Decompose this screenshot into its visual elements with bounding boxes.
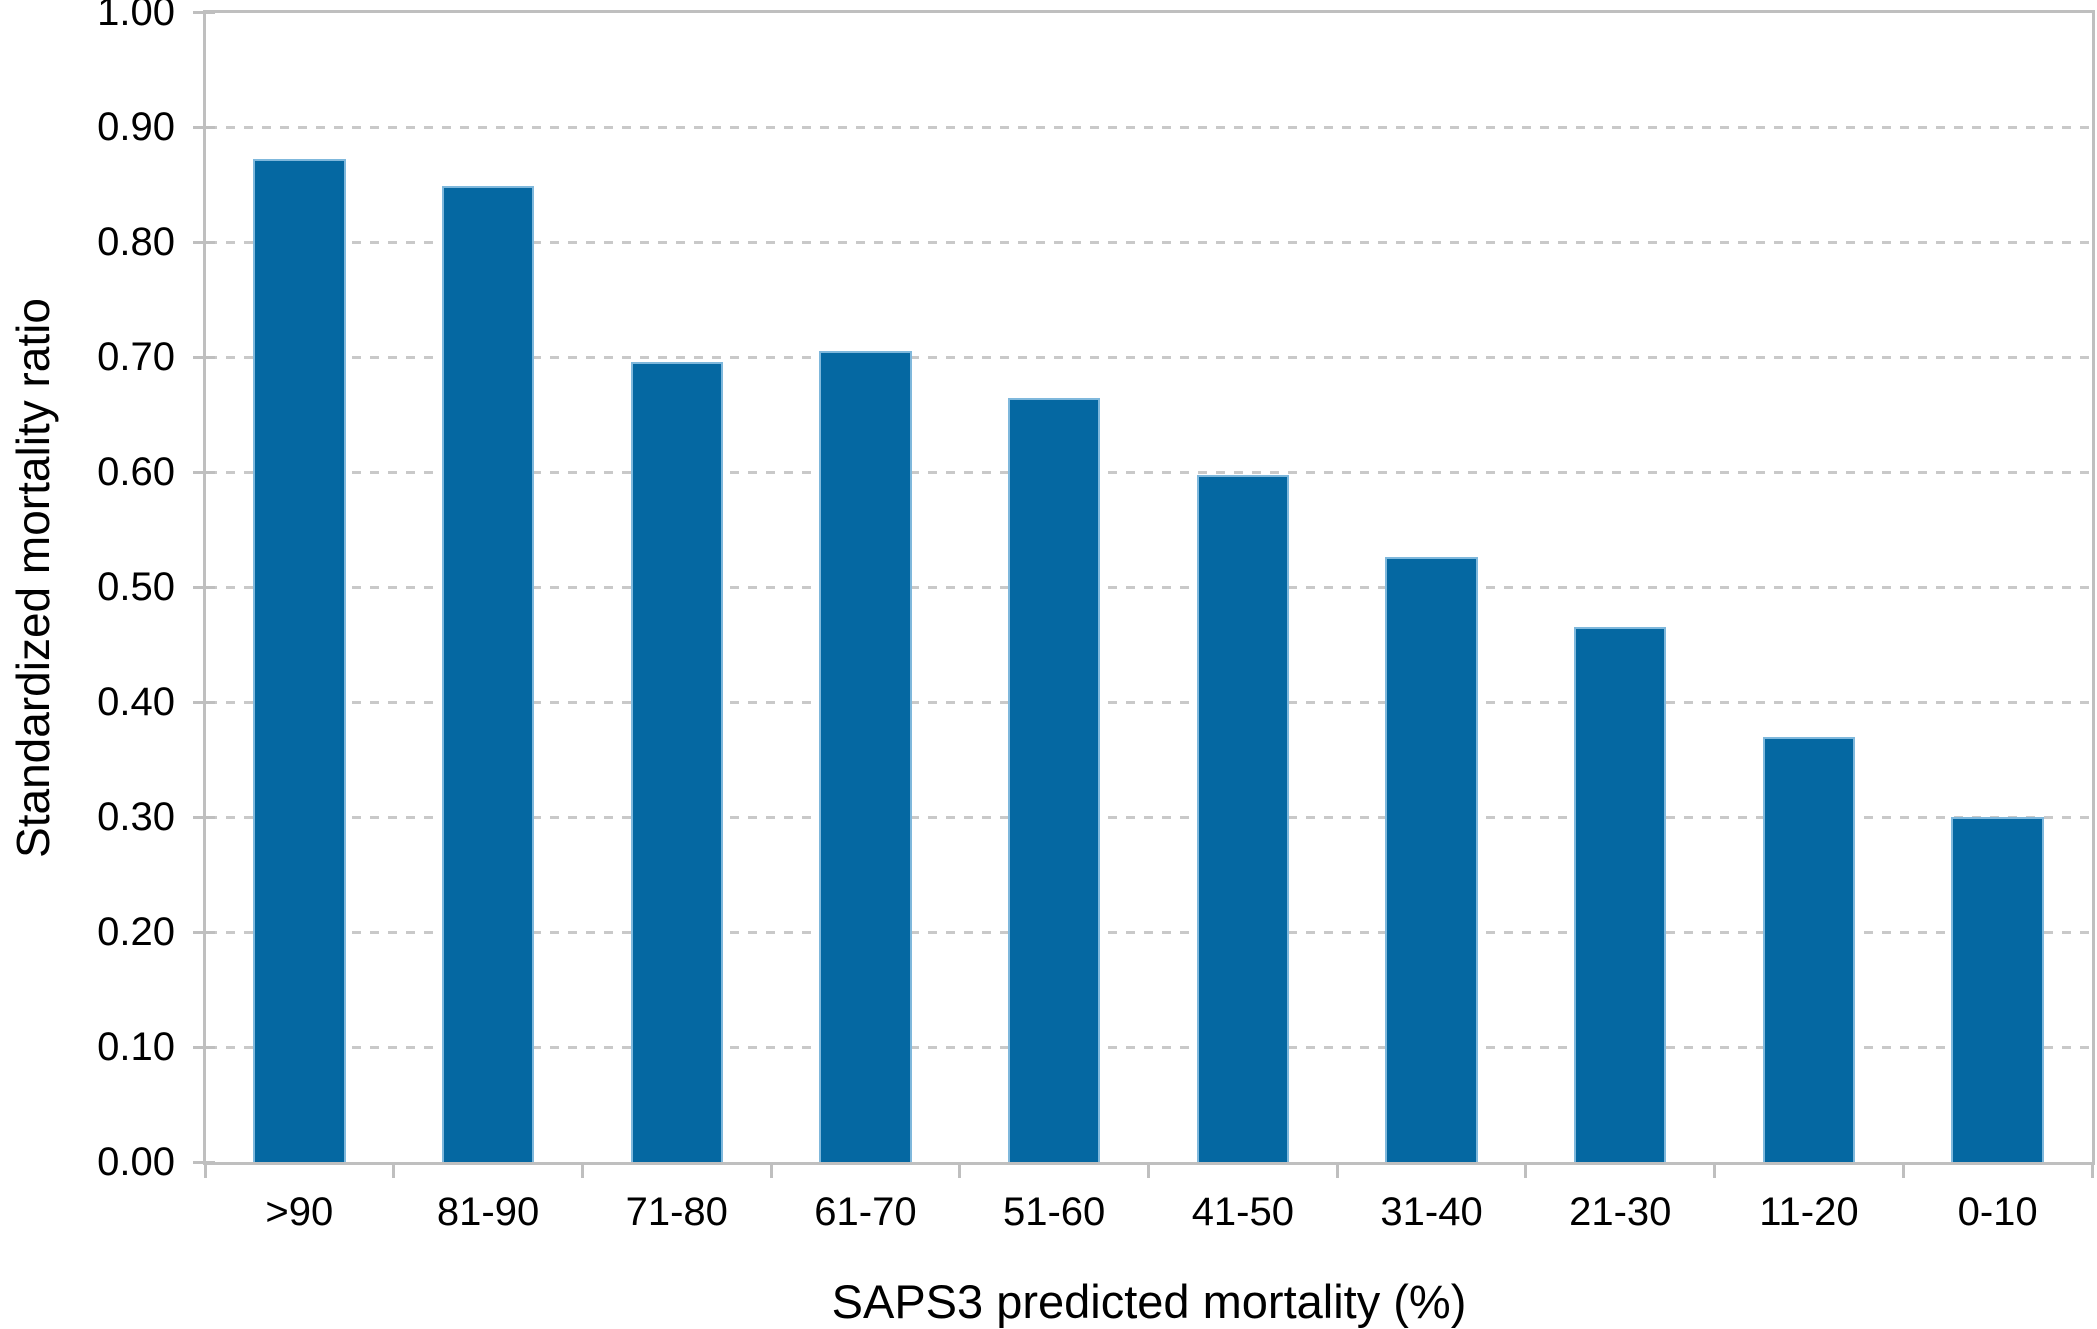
y-axis-tick-0.70 (193, 355, 215, 359)
y-axis-tick-label-0.40: 0.40 (97, 680, 175, 724)
y-axis-tick-label-0.20: 0.20 (97, 910, 175, 954)
bar-71-80 (630, 361, 723, 1162)
x-axis-category-label-31-40: 31-40 (1380, 1190, 1483, 1234)
y-axis-tick-0.40 (193, 700, 215, 704)
x-axis-tick-5 (1147, 1162, 1150, 1178)
bar-31-40 (1385, 557, 1478, 1162)
y-axis-tick-label-0.10: 0.10 (97, 1025, 175, 1069)
y-axis-tick-label-1.00: 1.00 (97, 0, 175, 34)
x-axis-tick-1 (392, 1162, 396, 1178)
x-axis-category-label-81-90: 81-90 (436, 1190, 540, 1234)
y-axis-tick-0.20 (193, 930, 215, 934)
x-axis-category-label-41-50: 41-50 (1191, 1190, 1294, 1234)
bar-11-20 (1762, 736, 1856, 1162)
y-axis-tick-1.00 (193, 10, 215, 14)
gridline-0.60 (208, 470, 2089, 474)
x-axis-category-label-61-70: 61-70 (814, 1190, 917, 1234)
y-axis-tick-0.30 (193, 815, 215, 819)
y-axis-tick-label-0.60: 0.60 (97, 450, 175, 494)
y-axis-tick-label-0.00: 0.00 (97, 1140, 175, 1184)
gridline-0.50 (208, 585, 2089, 589)
x-axis-tick-8 (1713, 1162, 1717, 1178)
gridline-0.10 (208, 1045, 2089, 1049)
x-axis-tick-4 (958, 1162, 962, 1178)
y-axis-title: Standardized mortality ratio (7, 298, 59, 858)
x-axis-tick-0 (203, 1162, 207, 1178)
x-axis-tick-9 (1901, 1162, 1905, 1178)
y-axis-tick-label-0.70: 0.70 (97, 335, 175, 379)
x-axis-category-label-21-30: 21-30 (1569, 1190, 1672, 1234)
y-axis-tick-0.80 (193, 240, 215, 244)
bar-81-90 (441, 185, 535, 1162)
bar-51-60 (1007, 398, 1101, 1162)
bar-0-10 (1951, 817, 2044, 1162)
bar-21-30 (1574, 627, 1667, 1162)
y-axis-tick-label-0.50: 0.50 (97, 565, 175, 609)
y-axis-tick-0.10 (193, 1045, 215, 1049)
y-axis-tick-label-0.80: 0.80 (97, 220, 175, 264)
y-axis-tick-label-0.30: 0.30 (97, 795, 175, 839)
gridline-0.30 (208, 815, 2089, 819)
bar->90 (253, 159, 346, 1162)
x-axis-tick-6 (1335, 1162, 1339, 1178)
x-axis-category-label-11-20: 11-20 (1759, 1190, 1859, 1234)
gridline-0.20 (208, 930, 2089, 934)
x-axis-category-label-71-80: 71-80 (625, 1190, 728, 1234)
x-axis-category-label-0-10: 0-10 (1957, 1190, 2038, 1234)
gridline-0.40 (208, 700, 2089, 704)
gridline-0.70 (208, 355, 2089, 359)
y-axis-tick-label-0.90: 0.90 (97, 105, 175, 149)
x-axis-tick-7 (1524, 1162, 1528, 1178)
x-axis-tick-3 (769, 1162, 773, 1178)
x-axis-category-label->90: >90 (265, 1190, 334, 1234)
bar-41-50 (1196, 475, 1290, 1162)
bar-61-70 (819, 351, 912, 1162)
y-axis-tick-0.60 (193, 470, 215, 474)
gridline-0.80 (208, 240, 2089, 244)
x-axis-tick-2 (580, 1162, 584, 1178)
x-axis-category-label-51-60: 51-60 (1002, 1190, 1106, 1234)
y-axis-tick-0.90 (193, 125, 215, 129)
x-axis-tick-10 (2090, 1162, 2094, 1178)
y-axis-tick-0.50 (193, 585, 215, 589)
gridline-0.90 (208, 125, 2089, 129)
x-axis-title: SAPS3 predicted mortality (%) (831, 1275, 1467, 1328)
